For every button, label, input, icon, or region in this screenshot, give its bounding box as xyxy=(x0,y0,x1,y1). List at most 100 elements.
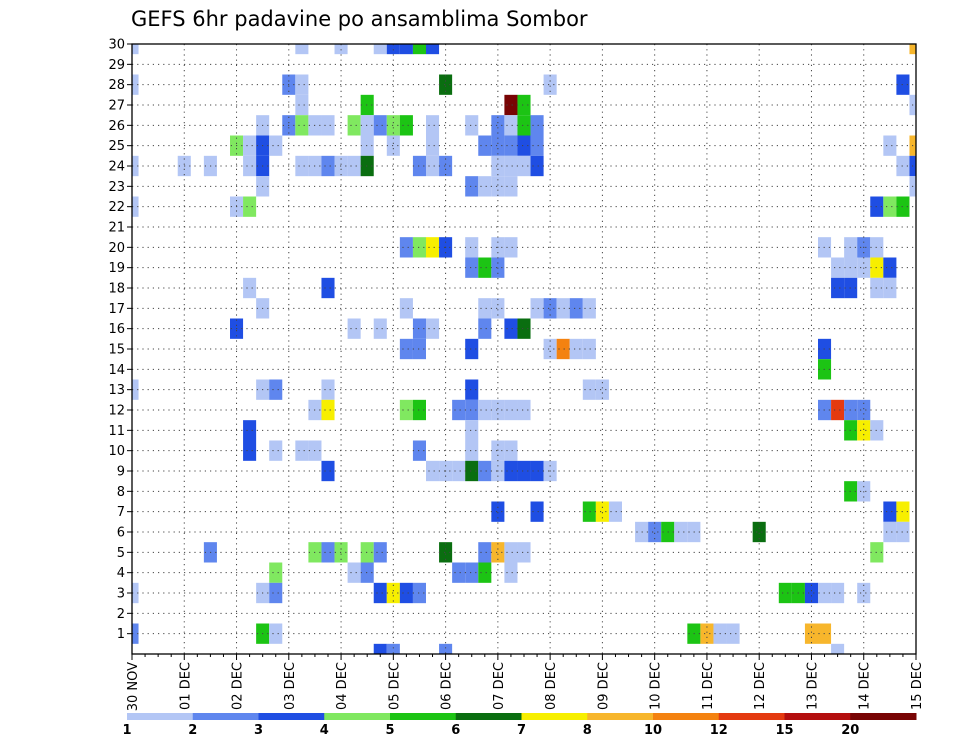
x-tick-label: 02 DEC xyxy=(231,662,246,710)
cell xyxy=(426,115,440,136)
cell xyxy=(243,196,257,217)
cell xyxy=(700,623,714,644)
cell xyxy=(883,196,897,217)
colorbar-label: 2 xyxy=(188,723,197,738)
cell xyxy=(530,298,544,319)
x-tick-label: 08 DEC xyxy=(544,662,559,710)
cell xyxy=(517,460,531,482)
cell xyxy=(569,298,583,319)
cell xyxy=(831,277,845,299)
colorbar-label: 1 xyxy=(122,723,131,738)
cell xyxy=(399,338,413,360)
y-tick-label: 17 xyxy=(108,302,125,317)
cell xyxy=(295,155,309,177)
cell xyxy=(452,399,466,421)
cell xyxy=(674,521,688,543)
cell xyxy=(582,379,596,400)
colorbar-label: 6 xyxy=(451,723,460,738)
cell xyxy=(491,501,505,522)
cell xyxy=(132,44,139,55)
cell xyxy=(452,562,466,583)
cell xyxy=(426,155,440,177)
cell xyxy=(243,440,257,461)
cell xyxy=(530,155,544,177)
cell xyxy=(608,501,622,522)
cell xyxy=(804,623,818,644)
cell xyxy=(399,298,413,319)
colorbar-label: 10 xyxy=(644,723,662,738)
cell xyxy=(582,298,596,319)
cell xyxy=(478,176,492,197)
cell xyxy=(517,318,531,339)
x-tick-label: 01 DEC xyxy=(178,662,193,710)
cell xyxy=(530,115,544,136)
cell xyxy=(412,318,426,339)
cell xyxy=(504,176,518,197)
colorbar: 1 2 3 4 5 6 7 8 10 12 15 20 xyxy=(122,713,917,738)
cell xyxy=(426,460,440,482)
y-tick-label: 22 xyxy=(108,200,125,215)
cell xyxy=(504,318,518,339)
cell xyxy=(504,460,518,482)
cell xyxy=(831,257,845,278)
cell xyxy=(465,115,479,136)
cell xyxy=(386,44,400,55)
cell xyxy=(831,399,845,421)
cell xyxy=(386,582,400,604)
cell xyxy=(752,521,766,543)
cell xyxy=(504,115,518,136)
cell xyxy=(726,623,740,644)
cell xyxy=(595,379,609,400)
cell xyxy=(857,420,871,441)
heatmap-cells xyxy=(132,44,916,654)
cell xyxy=(478,542,492,563)
y-tick-label: 27 xyxy=(108,99,125,114)
cell xyxy=(426,44,440,55)
cell xyxy=(399,44,413,55)
cell xyxy=(831,643,845,654)
x-tick-label: 07 DEC xyxy=(492,662,507,710)
cell xyxy=(595,501,609,522)
cell xyxy=(491,298,505,319)
cell xyxy=(582,338,596,360)
cell xyxy=(321,155,335,177)
y-tick-label: 24 xyxy=(108,160,125,175)
cell xyxy=(896,196,910,217)
x-tick-label: 06 DEC xyxy=(440,662,455,710)
cell xyxy=(883,257,897,278)
colorbar-swatch xyxy=(718,713,785,720)
cell xyxy=(295,440,309,461)
cell xyxy=(373,643,387,654)
colorbar-swatch xyxy=(192,713,259,720)
cell xyxy=(857,582,871,604)
cell xyxy=(517,94,531,116)
cell xyxy=(295,44,309,55)
y-axis: 1234567891011121314151617181920212223242… xyxy=(108,38,132,642)
y-tick-label: 4 xyxy=(117,566,125,581)
cell xyxy=(243,420,257,441)
colorbar-swatch xyxy=(390,713,457,720)
y-tick-label: 18 xyxy=(108,282,125,297)
cell xyxy=(439,155,453,177)
cell xyxy=(465,440,479,461)
cell xyxy=(517,399,531,421)
cell xyxy=(465,460,479,482)
x-tick-label: 14 DEC xyxy=(858,662,873,710)
cell xyxy=(132,582,139,604)
y-tick-label: 16 xyxy=(108,322,125,337)
cell xyxy=(478,460,492,482)
colorbar-swatch xyxy=(653,713,720,720)
cell xyxy=(386,115,400,136)
cell xyxy=(543,74,557,95)
cell xyxy=(321,379,335,400)
cell xyxy=(465,257,479,278)
cell xyxy=(386,643,400,654)
cell xyxy=(321,460,335,482)
cell xyxy=(452,460,466,482)
cell xyxy=(132,196,139,217)
cell xyxy=(373,115,387,136)
cell xyxy=(426,135,440,156)
y-tick-label: 11 xyxy=(108,424,125,439)
cell xyxy=(412,440,426,461)
cell xyxy=(295,115,309,136)
